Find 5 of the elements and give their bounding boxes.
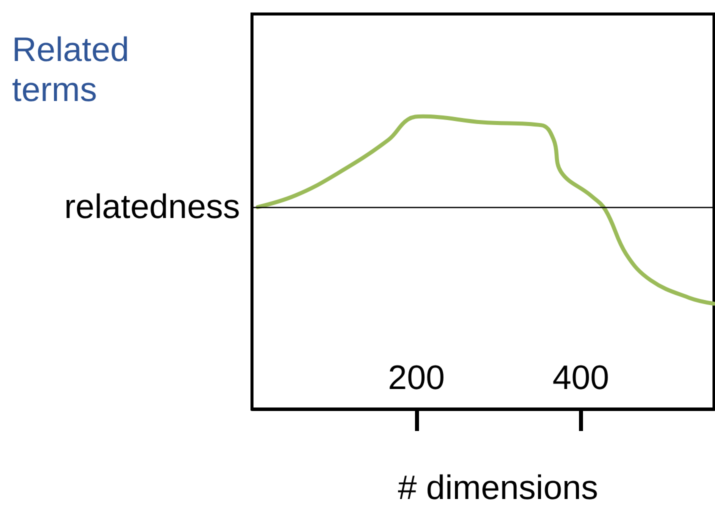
x-axis-title: # dimensions: [398, 469, 598, 507]
x-tick-label: 400: [552, 359, 610, 397]
y-axis-title: Related terms: [12, 31, 139, 109]
x-tick-label: 200: [388, 359, 445, 397]
ref-line-label: relatedness: [64, 188, 240, 226]
